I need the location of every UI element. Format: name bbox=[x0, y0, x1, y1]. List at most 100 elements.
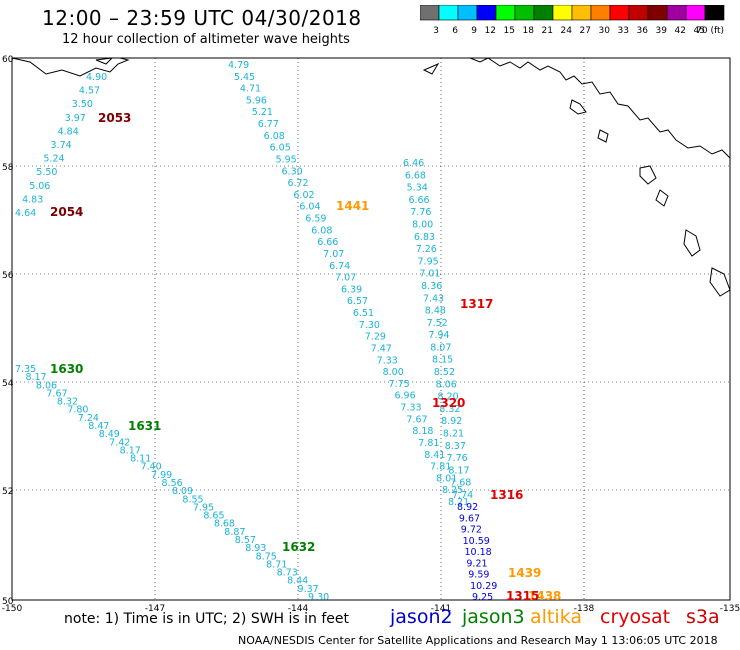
x-tick-label: -150 bbox=[2, 604, 23, 614]
pass-time-label: 1631 bbox=[128, 419, 161, 433]
wave-height-label: 10.29 bbox=[470, 581, 497, 592]
scale-swatch bbox=[420, 5, 440, 21]
wave-height-label: 8.92 bbox=[457, 502, 478, 513]
wave-height-label: 6.66 bbox=[408, 195, 429, 206]
map-title: 12:00 – 23:59 UTC 04/30/2018 bbox=[42, 6, 362, 30]
wave-height-label: 7.42 bbox=[109, 437, 130, 448]
scale-label: 6 bbox=[452, 26, 458, 36]
wave-height-label: 9.21 bbox=[466, 558, 487, 569]
y-tick-label: 50 bbox=[2, 597, 14, 607]
pass-time-label: 1317 bbox=[460, 297, 493, 311]
wave-height-label: 5.21 bbox=[252, 107, 273, 118]
scale-swatch bbox=[666, 5, 687, 21]
wave-height-label: 7.95 bbox=[193, 502, 214, 513]
wave-height-label: 6.96 bbox=[394, 391, 415, 402]
scale-label: 12 bbox=[485, 26, 496, 36]
wave-height-label: 8.57 bbox=[235, 535, 256, 546]
wave-height-label: 8.18 bbox=[412, 426, 433, 437]
wave-height-label: 8.21 bbox=[448, 497, 469, 508]
wave-height-label: 7.29 bbox=[365, 332, 386, 343]
wave-height-label: 4.57 bbox=[79, 86, 100, 97]
legend-jason2: jason2 bbox=[390, 606, 453, 628]
scale-label: 30 bbox=[599, 26, 611, 36]
footer-note: note: 1) Time is in UTC; 2) SWH is in fe… bbox=[64, 611, 350, 627]
legend-altika: altika bbox=[530, 606, 582, 628]
wave-height-label: 8.01 bbox=[436, 473, 457, 484]
wave-height-label: 6.05 bbox=[270, 143, 291, 154]
wave-height-label: 8.06 bbox=[436, 379, 457, 390]
wave-height-label: 6.68 bbox=[405, 170, 426, 181]
wave-height-label: 8.07 bbox=[430, 342, 451, 353]
pass-time-label: 1320 bbox=[432, 396, 465, 410]
wave-height-label: 7.47 bbox=[371, 343, 392, 354]
wave-height-label: 3.97 bbox=[65, 113, 86, 124]
wave-height-label: 7.07 bbox=[335, 273, 356, 284]
wave-height-label: 7.74 bbox=[452, 490, 473, 501]
wave-height-label: 5.45 bbox=[234, 72, 255, 83]
wave-height-label: 7.81 bbox=[418, 438, 439, 449]
wave-height-label: 6.04 bbox=[299, 202, 320, 213]
wave-height-label: 7.76 bbox=[410, 207, 431, 218]
scale-swatch bbox=[590, 5, 611, 21]
wave-height-label: 8.37 bbox=[445, 441, 466, 452]
wave-height-label: 8.11 bbox=[130, 454, 151, 465]
scale-label: 33 bbox=[618, 26, 629, 36]
scale-swatch bbox=[514, 5, 535, 21]
wave-height-label: 7.68 bbox=[450, 478, 471, 489]
scale-swatch bbox=[571, 5, 592, 21]
wave-height-label: 5.34 bbox=[407, 183, 428, 194]
scale-swatch bbox=[647, 5, 668, 21]
pass-time-label: 1438 bbox=[528, 589, 561, 603]
scale-label: 18 bbox=[523, 26, 535, 36]
wave-height-label: 7.07 bbox=[323, 249, 344, 260]
wave-height-label: 7.67 bbox=[406, 414, 427, 425]
wave-height-label: 6.30 bbox=[282, 166, 303, 177]
scale-swatch bbox=[609, 5, 630, 21]
y-tick-label: 56 bbox=[2, 271, 14, 281]
pass-time-label: 2054 bbox=[50, 205, 83, 219]
scale-label: 24 bbox=[561, 26, 573, 36]
wave-height-label: 5.50 bbox=[36, 167, 57, 178]
wave-height-label: 7.33 bbox=[400, 403, 421, 414]
wave-height-label: 5.96 bbox=[246, 95, 267, 106]
wave-height-label: 8.17 bbox=[448, 465, 469, 476]
legend-cryosat: cryosat bbox=[600, 606, 671, 628]
wave-height-label: 5.06 bbox=[29, 181, 50, 192]
wave-height-label: 8.06 bbox=[36, 380, 57, 391]
wave-height-label: 7.75 bbox=[389, 379, 410, 390]
pass-time-label: 1439 bbox=[508, 566, 541, 580]
scale-swatch bbox=[552, 5, 573, 21]
wave-height-label: 10.18 bbox=[465, 547, 492, 558]
scale-label: 36 bbox=[637, 26, 649, 36]
wave-height-label: 7.43 bbox=[423, 293, 444, 304]
wave-height-label: 8.48 bbox=[425, 306, 446, 317]
wave-height-label: 8.92 bbox=[441, 416, 462, 427]
scale-label: 9 bbox=[471, 26, 477, 36]
wave-height-label: 9.59 bbox=[468, 570, 489, 581]
footer-credit: NOAA/NESDIS Center for Satellite Applica… bbox=[238, 634, 718, 647]
legend-jason3: jason3 bbox=[462, 606, 525, 628]
scale-label: 39 bbox=[656, 26, 668, 36]
y-tick-label: 60 bbox=[2, 55, 14, 65]
wave-height-label: 4.64 bbox=[15, 208, 36, 219]
wave-height-label: 10.59 bbox=[463, 536, 490, 547]
wave-height-label: 4.79 bbox=[228, 60, 249, 71]
wave-height-label: 8.47 bbox=[88, 421, 109, 432]
wave-height-label: 8.32 bbox=[439, 404, 460, 415]
wave-height-label: 7.24 bbox=[78, 413, 99, 424]
wave-height-label: 8.15 bbox=[432, 355, 453, 366]
wave-height-label: 9.30 bbox=[308, 592, 329, 603]
wave-height-label: 7.95 bbox=[418, 256, 439, 267]
wave-height-label: 9.37 bbox=[298, 584, 319, 595]
scale-swatch bbox=[628, 5, 649, 21]
wave-height-label: 8.71 bbox=[266, 559, 287, 570]
wave-height-label: 5.95 bbox=[276, 154, 297, 165]
wave-height-label: 8.49 bbox=[99, 429, 120, 440]
wave-height-label: 8.09 bbox=[172, 486, 193, 497]
scale-swatch bbox=[533, 5, 554, 21]
scale-swatch bbox=[495, 5, 516, 21]
wave-height-label: 6.83 bbox=[414, 232, 435, 243]
wave-height-label: 9.67 bbox=[459, 513, 480, 524]
wave-height-label: 6.74 bbox=[329, 261, 350, 272]
